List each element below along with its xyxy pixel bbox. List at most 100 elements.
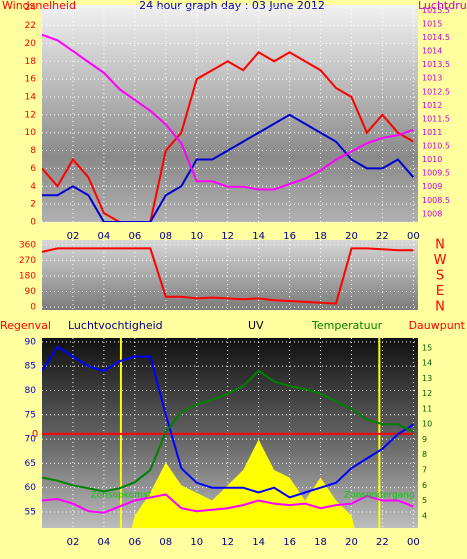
annotation: Zonsondergang xyxy=(344,491,415,501)
y2-tick-label: 1013.5 xyxy=(422,60,450,69)
x-tick-label: 22 xyxy=(376,537,389,548)
y2-tick-label: 6 xyxy=(422,481,427,490)
y2-tick-label: 13 xyxy=(422,374,432,383)
y2-tick-label: 1008.5 xyxy=(422,196,450,205)
line xyxy=(42,493,414,514)
y2-tick-label: 1011.5 xyxy=(422,114,450,123)
legend-label: Dauwpunt xyxy=(409,319,466,332)
x-tick-label: 08 xyxy=(159,537,172,548)
y2-tick-label: 1010.5 xyxy=(422,142,450,151)
x-tick-label: 04 xyxy=(98,231,111,242)
line xyxy=(42,51,414,222)
y-tick-label: 90 xyxy=(25,287,37,297)
y-tick-label: 180 xyxy=(19,272,36,282)
x-tick-label: 16 xyxy=(283,231,296,242)
y-tick-label: 22 xyxy=(25,21,36,31)
y2-tick-label: W xyxy=(434,253,447,268)
y-tick-label: 70 xyxy=(25,435,37,445)
legend-label: Luchtdruk xyxy=(418,0,467,12)
y2-tick-label: N xyxy=(435,300,445,315)
y2-tick-label: 14 xyxy=(422,359,432,368)
x-tick-label: 06 xyxy=(128,231,141,242)
legend-label: Regenval xyxy=(0,319,51,332)
x-tick-label: 16 xyxy=(283,537,296,548)
x-tick-label: 10 xyxy=(190,537,203,548)
y2-tick-label: 1009 xyxy=(422,182,442,191)
x-tick-label: 00 xyxy=(407,537,420,548)
y-tick-label: 0 xyxy=(30,218,36,228)
y2-tick-label: 15 xyxy=(422,343,432,352)
x-tick-label: 04 xyxy=(98,537,111,548)
chart-title: 24 hour graph day : 03 June 2012 xyxy=(139,0,325,12)
x-tick-label: 00 xyxy=(407,231,420,242)
y2-tick-label: 9 xyxy=(422,435,427,444)
y2-tick-label: E xyxy=(436,284,444,299)
line xyxy=(42,33,414,191)
y-tick-label: 90 xyxy=(25,337,37,347)
y-tick-label: 2 xyxy=(30,200,36,210)
y3-tick-label: 0 xyxy=(32,429,38,440)
y2-tick-label: 5 xyxy=(422,496,427,505)
y2-tick-label: 1008 xyxy=(422,209,442,218)
y-tick-label: 0 xyxy=(30,303,36,313)
y2-tick-label: 11 xyxy=(422,404,432,413)
y2-tick-label: 4 xyxy=(422,511,427,520)
x-tick-label: 14 xyxy=(252,231,265,242)
y-tick-label: 18 xyxy=(25,57,37,67)
y-tick-label: 24 xyxy=(25,3,37,13)
y2-tick-label: 1009.5 xyxy=(422,169,450,178)
y2-tick-label: 1014.5 xyxy=(422,33,450,42)
y2-tick-label: 1012.5 xyxy=(422,87,450,96)
y-tick-label: 65 xyxy=(25,459,36,469)
y-tick-label: 14 xyxy=(25,92,37,102)
legend-label: UV xyxy=(248,319,264,332)
y-tick-label: 20 xyxy=(25,39,37,49)
y-tick-label: 6 xyxy=(30,164,36,174)
y2-tick-label: 12 xyxy=(422,389,432,398)
x-tick-label: 12 xyxy=(221,537,234,548)
legend-label: Windsnelheid xyxy=(2,0,76,12)
y2-tick-label: S xyxy=(436,269,444,284)
y-tick-label: 80 xyxy=(25,386,37,396)
line xyxy=(42,247,414,305)
x-tick-label: 22 xyxy=(376,231,389,242)
line xyxy=(42,345,414,499)
x-tick-label: 06 xyxy=(128,537,141,548)
y2-tick-label: 7 xyxy=(422,466,427,475)
x-tick-label: 10 xyxy=(190,231,203,242)
x-tick-label: 18 xyxy=(314,537,327,548)
x-tick-label: 20 xyxy=(345,231,358,242)
x-tick-label: 20 xyxy=(345,537,358,548)
y2-tick-label: N xyxy=(435,238,445,253)
line xyxy=(42,113,415,222)
y-tick-label: 16 xyxy=(25,75,37,85)
legend-label: Temperatuur xyxy=(311,319,383,332)
y-tick-label: 270 xyxy=(19,256,36,266)
y2-tick-label: 10 xyxy=(422,420,432,429)
y2-tick-label: 1010 xyxy=(422,155,442,164)
y-tick-label: 12 xyxy=(25,110,36,120)
legend-label: Luchtvochtigheid xyxy=(68,319,163,332)
line xyxy=(42,369,414,493)
plot-background xyxy=(42,5,418,222)
y2-tick-label: 1012 xyxy=(422,101,442,110)
y-tick-label: 360 xyxy=(19,241,36,251)
y-tick-label: 8 xyxy=(30,146,36,156)
y2-tick-label: 8 xyxy=(422,450,427,459)
y-tick-label: 55 xyxy=(25,507,36,517)
y2-tick-label: 1015.5 xyxy=(422,6,450,15)
x-tick-label: 14 xyxy=(252,537,265,548)
x-tick-label: 02 xyxy=(67,231,80,242)
y-tick-label: 4 xyxy=(30,182,36,192)
area xyxy=(131,439,355,528)
y2-tick-label: 1014 xyxy=(422,47,442,56)
y-tick-label: 75 xyxy=(25,410,36,420)
y-tick-label: 10 xyxy=(25,128,37,138)
annotation: Zonsopkomst xyxy=(91,491,152,501)
x-tick-label: 18 xyxy=(314,231,327,242)
x-tick-label: 08 xyxy=(159,231,172,242)
y-tick-label: 60 xyxy=(25,483,37,493)
y2-tick-label: 1013 xyxy=(422,74,442,83)
y2-tick-label: 1015 xyxy=(422,19,442,28)
